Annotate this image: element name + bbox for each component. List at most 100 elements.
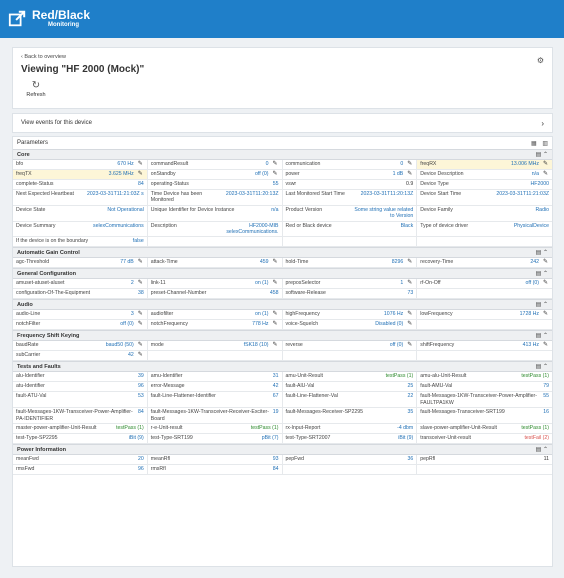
edit-icon[interactable]: ✎ (407, 259, 413, 266)
edit-icon[interactable]: ✎ (542, 161, 549, 167)
parameter-value: 84 (137, 181, 144, 187)
section-header[interactable]: Core ▤ ⌃ (13, 150, 552, 160)
table-view-icon[interactable]: ▤ (535, 333, 542, 340)
edit-icon[interactable]: ✎ (542, 311, 549, 318)
parameter-value: n/a (271, 206, 279, 213)
parameter-name: rmsFwd (16, 466, 35, 473)
gear-icon[interactable]: ⚙ (536, 56, 544, 65)
table-view-icon[interactable]: ▤ (535, 302, 542, 309)
parameter-cell: preposSelector 1 ✎ (282, 279, 418, 290)
edit-icon[interactable]: ✎ (407, 280, 413, 287)
parameter-name: r-e-Unit-result (150, 425, 183, 432)
chevron-up-icon[interactable]: ⌃ (542, 152, 548, 158)
parameter-name: Description (150, 222, 177, 229)
edit-icon[interactable]: ✎ (137, 311, 143, 318)
parameter-cell: fault-Messages-1KW-Transceiver-Receiver-… (147, 408, 283, 425)
parameter-name: vswr (285, 181, 297, 187)
table-view-icon[interactable]: ▤ (535, 152, 542, 158)
parameter-cell: configuration-Of-The-Equipment 38 (13, 289, 148, 300)
parameter-name: slave-power-amplifier-Unit-Result (420, 425, 497, 432)
section-header[interactable]: Frequency Shift Keying ▤ ⌃ (13, 331, 552, 342)
edit-icon[interactable]: ✎ (137, 259, 143, 266)
edit-icon[interactable]: ✎ (542, 280, 549, 287)
parameter-value: 39 (137, 373, 144, 380)
edit-icon[interactable]: ✎ (272, 321, 278, 328)
view-events-row[interactable]: View events for this device › (12, 113, 553, 133)
edit-icon[interactable]: ✎ (272, 161, 278, 167)
chevron-up-icon[interactable]: ⌃ (542, 302, 548, 309)
parameter-cell: rf-On-Off off (0) ✎ (417, 279, 552, 290)
parameter-value: off (0) (389, 342, 404, 349)
edit-icon[interactable]: ✎ (137, 352, 143, 359)
table-view-icon[interactable]: ▤ (535, 364, 542, 371)
edit-icon[interactable]: ✎ (542, 171, 549, 177)
parameter-name: commandResult (150, 161, 189, 167)
back-link[interactable]: ‹ Back to overview (21, 54, 66, 60)
parameter-value: 73 (407, 290, 414, 297)
edit-icon[interactable]: ✎ (272, 311, 278, 318)
section-header[interactable]: Tests and Faults ▤ ⌃ (13, 362, 552, 373)
edit-icon[interactable]: ✎ (407, 342, 413, 349)
column-view-icon[interactable]: ▥ (542, 140, 548, 147)
parameter-value: 25 (407, 383, 414, 390)
parameter-name: agc-Threshold (16, 259, 50, 266)
table-view-icon[interactable]: ▤ (535, 447, 542, 454)
edit-icon[interactable]: ✎ (137, 171, 143, 177)
parameter-cell: fault-Messages-Receiver-SP2295 35 (282, 408, 418, 425)
parameter-name: recovery-Time (420, 259, 454, 266)
grid-view-icon[interactable]: ▦ (530, 140, 537, 147)
chevron-up-icon[interactable]: ⌃ (542, 271, 548, 278)
edit-icon[interactable]: ✎ (407, 171, 413, 177)
parameter-cell: attack-Time 459 ✎ (147, 258, 283, 269)
section-header[interactable]: General Configuration ▤ ⌃ (13, 269, 552, 280)
edit-icon[interactable]: ✎ (272, 342, 278, 349)
edit-icon[interactable]: ✎ (542, 259, 549, 266)
edit-icon[interactable]: ✎ (137, 161, 143, 167)
parameter-cell: Last Monitored Start Time 2023-03-31T11:2… (282, 190, 418, 206)
parameter-grid: baudRate baud50 (50) ✎ mode fSK18 (10) ✎ rever… (13, 341, 552, 362)
section-title: Frequency Shift Keying (17, 332, 80, 339)
parameter-name: notchFilter (16, 321, 41, 328)
parameter-value: on (1) (254, 280, 269, 287)
parameter-name: Device State (16, 206, 46, 213)
parameter-cell: freqRX 13.006 MHz ✎ (417, 160, 552, 170)
edit-icon[interactable]: ✎ (272, 171, 278, 177)
table-view-icon[interactable]: ▤ (535, 250, 542, 257)
section-header[interactable]: Power Information ▤ ⌃ (13, 445, 552, 456)
parameter-name: master-power-amplifier-Unit-Result (16, 425, 97, 432)
parameter-cell: test-Type-SRT2007 iBit (9) (282, 434, 418, 445)
parameter-cell: alu-Identifier 39 (13, 372, 148, 383)
parameter-name: transceiver-Unit-result (420, 435, 471, 442)
chevron-up-icon[interactable]: ⌃ (542, 447, 548, 454)
parameter-cell: atu-Identifier 96 (13, 382, 148, 393)
edit-icon[interactable]: ✎ (542, 342, 549, 349)
edit-icon[interactable]: ✎ (407, 161, 413, 167)
parameter-name: freqRX (420, 161, 437, 167)
parameter-cell: master-power-amplifier-Unit-Result testPa… (13, 424, 148, 435)
parameter-name: Device Family (420, 206, 453, 213)
parameter-name: reverse (285, 342, 303, 349)
brand: Red/Black Monitoring (32, 9, 90, 29)
parameter-name: Product Version (285, 206, 323, 213)
parameter-name: audiofilter (150, 311, 174, 318)
edit-icon[interactable]: ✎ (272, 280, 278, 287)
parameter-cell: Description HF2000-MIB selexCommunication… (147, 221, 283, 238)
refresh-button[interactable]: ↻ Refresh (25, 80, 47, 98)
chevron-up-icon[interactable]: ⌃ (542, 333, 548, 340)
edit-icon[interactable]: ✎ (272, 259, 278, 266)
edit-icon[interactable]: ✎ (137, 280, 143, 287)
edit-icon[interactable]: ✎ (407, 321, 413, 328)
chevron-up-icon[interactable]: ⌃ (542, 250, 548, 257)
parameter-name: baudRate (16, 342, 39, 349)
parameter-cell: voice-Squelch Disabled (0) ✎ (282, 320, 418, 331)
parameter-value: testPass (1) (116, 425, 144, 432)
parameter-cell: rmsFwd 96 (13, 465, 148, 476)
edit-icon[interactable]: ✎ (137, 342, 143, 349)
table-view-icon[interactable]: ▤ (535, 271, 542, 278)
parameter-cell: rx-Input-Report -4 dbm (282, 424, 418, 435)
section-header[interactable]: Automatic Gain Control ▤ ⌃ (13, 248, 552, 259)
section-header[interactable]: Audio ▤ ⌃ (13, 300, 552, 311)
edit-icon[interactable]: ✎ (137, 321, 143, 328)
chevron-up-icon[interactable]: ⌃ (542, 364, 548, 371)
edit-icon[interactable]: ✎ (407, 311, 413, 318)
